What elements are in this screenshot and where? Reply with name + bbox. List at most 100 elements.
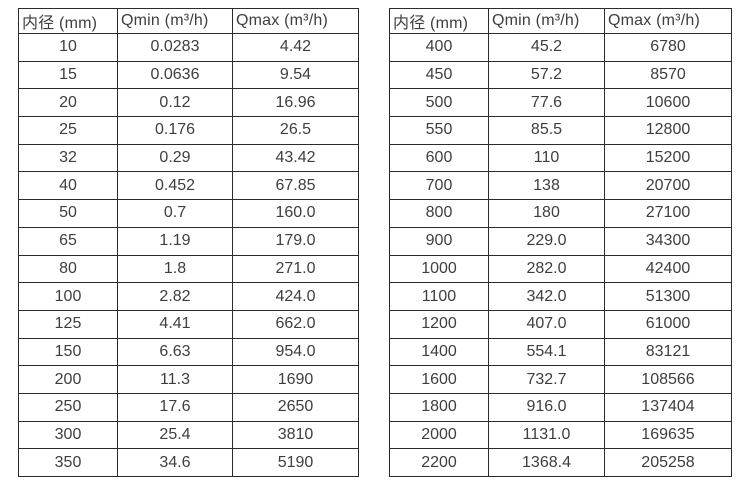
table-cell: 40 xyxy=(18,171,118,201)
table-cell: 282.0 xyxy=(488,254,605,284)
col-header-qmin: Qmin (m³/h) xyxy=(488,8,605,34)
table-body-large-diameters: 400 45.2 6780 450 57.2 8570 500 77.6 10600 550 85.… xyxy=(389,33,732,477)
table-cell: 80 xyxy=(18,254,118,284)
table-cell: 550 xyxy=(389,116,489,145)
table-cell: 6.63 xyxy=(117,337,233,367)
table-cell: 424.0 xyxy=(232,282,359,311)
table-row: 500 77.6 10600 xyxy=(389,88,732,118)
table-cell: 2000 xyxy=(389,420,489,450)
table-row: 40 0.452 67.85 xyxy=(18,171,359,201)
table-cell: 1400 xyxy=(389,337,489,367)
table-cell: 662.0 xyxy=(232,309,359,339)
table-cell: 20 xyxy=(18,88,118,118)
table-cell: 0.0283 xyxy=(117,33,233,62)
table-cell: 108566 xyxy=(604,365,732,394)
table-row: 1200 407.0 61000 xyxy=(389,309,732,339)
table-cell: 0.176 xyxy=(117,116,233,145)
table-cell: 1368.4 xyxy=(488,448,605,477)
col-header-inner-diameter: 内径 (mm) xyxy=(389,8,489,34)
table-cell: 0.452 xyxy=(117,171,233,201)
table-row: 700 138 20700 xyxy=(389,171,732,201)
col-header-inner-diameter: 内径 (mm) xyxy=(18,8,118,34)
table-cell: 2.82 xyxy=(117,282,233,311)
table-row: 600 110 15200 xyxy=(389,143,732,173)
table-cell: 0.12 xyxy=(117,88,233,118)
table-cell: 0.7 xyxy=(117,199,233,228)
table-cell: 125 xyxy=(18,309,118,339)
table-cell: 10 xyxy=(18,33,118,62)
table-cell: 800 xyxy=(389,199,489,228)
table-cell: 45.2 xyxy=(488,33,605,62)
table-cell: 43.42 xyxy=(232,143,359,173)
table-cell: 10600 xyxy=(604,88,732,118)
table-cell: 25.4 xyxy=(117,420,233,450)
table-cell: 42400 xyxy=(604,254,732,284)
table-cell: 271.0 xyxy=(232,254,359,284)
table-cell: 150 xyxy=(18,337,118,367)
table-row: 350 34.6 5190 xyxy=(18,448,359,477)
table-row: 1400 554.1 83121 xyxy=(389,337,732,367)
table-cell: 1100 xyxy=(389,282,489,311)
col-header-qmax: Qmax (m³/h) xyxy=(604,8,732,34)
table-cell: 400 xyxy=(389,33,489,62)
table-cell: 27100 xyxy=(604,199,732,228)
table-cell: 500 xyxy=(389,88,489,118)
table-cell: 205258 xyxy=(604,448,732,477)
table-row: 400 45.2 6780 xyxy=(389,33,732,62)
table-row: 50 0.7 160.0 xyxy=(18,199,359,228)
table-row: 2000 1131.0 169635 xyxy=(389,420,732,450)
table-cell: 5190 xyxy=(232,448,359,477)
table-cell: 34.6 xyxy=(117,448,233,477)
table-cell: 1000 xyxy=(389,254,489,284)
table-cell: 916.0 xyxy=(488,392,605,422)
table-cell: 51300 xyxy=(604,282,732,311)
table-cell: 3810 xyxy=(232,420,359,450)
table-cell: 554.1 xyxy=(488,337,605,367)
table-cell: 229.0 xyxy=(488,226,605,256)
table-cell: 450 xyxy=(389,60,489,90)
table-row: 200 11.3 1690 xyxy=(18,365,359,394)
header-row: 内径 (mm) Qmin (m³/h) Qmax (m³/h) xyxy=(389,8,732,34)
table-row: 125 4.41 662.0 xyxy=(18,309,359,339)
table-cell: 900 xyxy=(389,226,489,256)
header-row: 内径 (mm) Qmin (m³/h) Qmax (m³/h) xyxy=(18,8,359,34)
table-cell: 20700 xyxy=(604,171,732,201)
table-row: 25 0.176 26.5 xyxy=(18,116,359,145)
table-cell: 407.0 xyxy=(488,309,605,339)
flow-spec-table-large-diameters: 内径 (mm) Qmin (m³/h) Qmax (m³/h) 400 45.2 6… xyxy=(389,8,732,477)
table-cell: 4.41 xyxy=(117,309,233,339)
table-row: 100 2.82 424.0 xyxy=(18,282,359,311)
table-cell: 160.0 xyxy=(232,199,359,228)
table-row: 550 85.5 12800 xyxy=(389,116,732,145)
table-cell: 26.5 xyxy=(232,116,359,145)
table-cell: 200 xyxy=(18,365,118,394)
table-row: 450 57.2 8570 xyxy=(389,60,732,90)
col-header-qmax: Qmax (m³/h) xyxy=(232,8,359,34)
table-row: 1600 732.7 108566 xyxy=(389,365,732,394)
table-row: 1000 282.0 42400 xyxy=(389,254,732,284)
table-cell: 9.54 xyxy=(232,60,359,90)
table-cell: 0.0636 xyxy=(117,60,233,90)
table-cell: 67.85 xyxy=(232,171,359,201)
table-cell: 1.19 xyxy=(117,226,233,256)
table-cell: 100 xyxy=(18,282,118,311)
table-body-small-diameters: 10 0.0283 4.42 15 0.0636 9.54 20 0.12 16.96 25 0.1… xyxy=(18,33,359,477)
table-cell: 169635 xyxy=(604,420,732,450)
table-cell: 110 xyxy=(488,143,605,173)
table-cell: 732.7 xyxy=(488,365,605,394)
table-cell: 0.29 xyxy=(117,143,233,173)
table-cell: 179.0 xyxy=(232,226,359,256)
table-cell: 83121 xyxy=(604,337,732,367)
table-cell: 15200 xyxy=(604,143,732,173)
table-cell: 2650 xyxy=(232,392,359,422)
table-cell: 954.0 xyxy=(232,337,359,367)
table-cell: 180 xyxy=(488,199,605,228)
table-cell: 85.5 xyxy=(488,116,605,145)
table-cell: 15 xyxy=(18,60,118,90)
table-cell: 1.8 xyxy=(117,254,233,284)
table-cell: 138 xyxy=(488,171,605,201)
table-cell: 2200 xyxy=(389,448,489,477)
table-cell: 50 xyxy=(18,199,118,228)
table-row: 800 180 27100 xyxy=(389,199,732,228)
